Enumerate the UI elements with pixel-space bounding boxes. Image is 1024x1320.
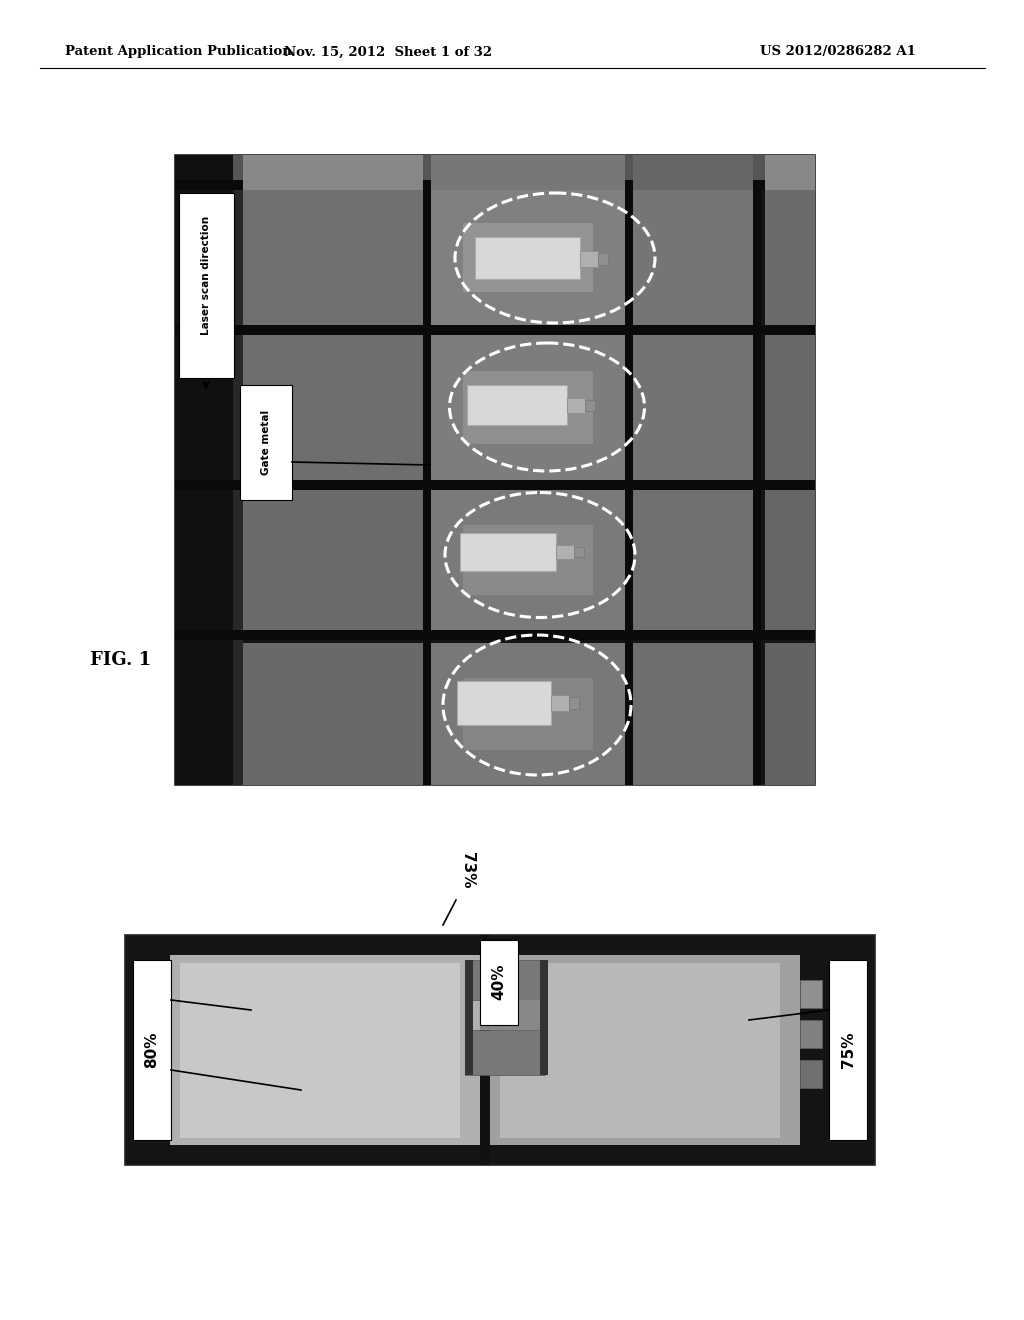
Text: 40%: 40% — [492, 964, 507, 1001]
Bar — [243, 190, 423, 325]
Bar — [465, 960, 545, 1001]
Bar — [460, 533, 556, 572]
Bar — [480, 940, 518, 1026]
Bar — [480, 1001, 545, 1030]
Bar — [243, 490, 423, 630]
Bar — [175, 154, 233, 785]
Bar — [765, 154, 815, 190]
Bar — [175, 325, 815, 335]
Text: Nov. 15, 2012  Sheet 1 of 32: Nov. 15, 2012 Sheet 1 of 32 — [284, 45, 493, 58]
Text: 73%: 73% — [461, 851, 475, 888]
Bar — [125, 935, 874, 1166]
Bar — [233, 154, 815, 180]
Bar — [580, 251, 598, 267]
Bar — [175, 630, 815, 640]
Text: 80%: 80% — [144, 1032, 160, 1068]
Bar — [633, 190, 753, 325]
Bar — [490, 954, 800, 1144]
Bar — [465, 1030, 545, 1074]
Bar — [567, 399, 585, 413]
Bar — [829, 960, 867, 1140]
Bar — [457, 681, 551, 725]
Bar — [170, 954, 480, 1144]
Bar — [463, 525, 593, 595]
Bar — [765, 643, 815, 785]
Bar — [467, 385, 567, 425]
Text: FIG. 1: FIG. 1 — [90, 651, 152, 669]
Bar — [240, 385, 292, 500]
Text: Gate metal: Gate metal — [261, 409, 271, 475]
Bar — [233, 154, 243, 785]
Bar — [463, 223, 593, 292]
Bar — [765, 190, 815, 325]
Bar — [633, 490, 753, 630]
Bar — [800, 979, 822, 1008]
Bar — [243, 154, 423, 190]
Bar — [633, 154, 753, 190]
Bar — [243, 335, 423, 480]
Bar — [463, 371, 593, 444]
Bar — [551, 696, 569, 711]
Bar — [765, 490, 815, 630]
Bar — [633, 643, 753, 785]
Bar — [800, 1020, 822, 1048]
Bar — [180, 964, 460, 1138]
Bar — [431, 335, 625, 480]
Bar — [585, 400, 595, 411]
Bar — [465, 960, 473, 1074]
Bar — [556, 545, 574, 558]
Bar — [480, 935, 490, 1166]
Bar — [765, 335, 815, 480]
Bar — [423, 154, 431, 785]
Bar — [431, 190, 625, 325]
Bar — [431, 154, 625, 190]
Bar — [431, 490, 625, 630]
Bar — [753, 154, 761, 785]
Text: US 2012/0286282 A1: US 2012/0286282 A1 — [760, 45, 915, 58]
Bar — [500, 964, 780, 1138]
Bar — [175, 154, 815, 785]
Bar — [800, 1060, 822, 1088]
Bar — [463, 678, 593, 750]
Bar — [625, 154, 633, 785]
Bar — [133, 960, 171, 1140]
Text: Patent Application Publication: Patent Application Publication — [65, 45, 292, 58]
Bar — [475, 238, 580, 279]
Text: Laser scan direction: Laser scan direction — [201, 215, 211, 334]
Bar — [540, 960, 548, 1074]
Bar — [175, 180, 815, 190]
Bar — [175, 480, 815, 490]
Bar — [179, 193, 234, 378]
Bar — [569, 697, 579, 709]
Bar — [574, 546, 584, 557]
Bar — [633, 335, 753, 480]
Text: 75%: 75% — [841, 1032, 855, 1068]
Bar — [598, 253, 608, 265]
Bar — [243, 643, 423, 785]
Bar — [431, 643, 625, 785]
